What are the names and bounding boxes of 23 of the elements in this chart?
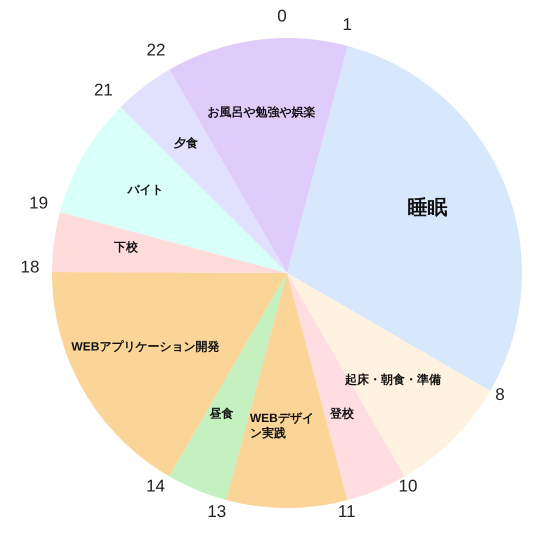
pie-slice xyxy=(170,38,348,273)
text: 0 xyxy=(277,6,287,26)
text: 21 xyxy=(94,80,113,100)
text: 1 xyxy=(342,15,352,34)
slice-label: 起床・朝食・準備 xyxy=(344,372,442,386)
slice-label: お風呂や勉強や娯楽 xyxy=(207,104,316,119)
slice-label: 昼食 xyxy=(208,406,234,420)
text: 22 xyxy=(146,40,166,60)
slice-label: WEBデザイン実践 xyxy=(250,410,314,440)
slice-label: バイト xyxy=(126,182,164,196)
text: 8 xyxy=(495,384,505,404)
text: 11 xyxy=(338,502,356,522)
pie-slice xyxy=(52,212,287,273)
slice-label: 夕食 xyxy=(173,136,198,150)
slice-label: 登校 xyxy=(329,406,356,421)
text: 13 xyxy=(207,502,226,521)
text: 14 xyxy=(146,476,166,496)
slice-label: 下校 xyxy=(112,240,139,254)
slice-label: WEBアプリケーション開発 xyxy=(71,339,220,354)
text: 18 xyxy=(20,257,40,276)
text: 19 xyxy=(29,193,48,212)
slice-label: 睡眠 xyxy=(408,196,448,219)
text: 10 xyxy=(398,476,418,496)
